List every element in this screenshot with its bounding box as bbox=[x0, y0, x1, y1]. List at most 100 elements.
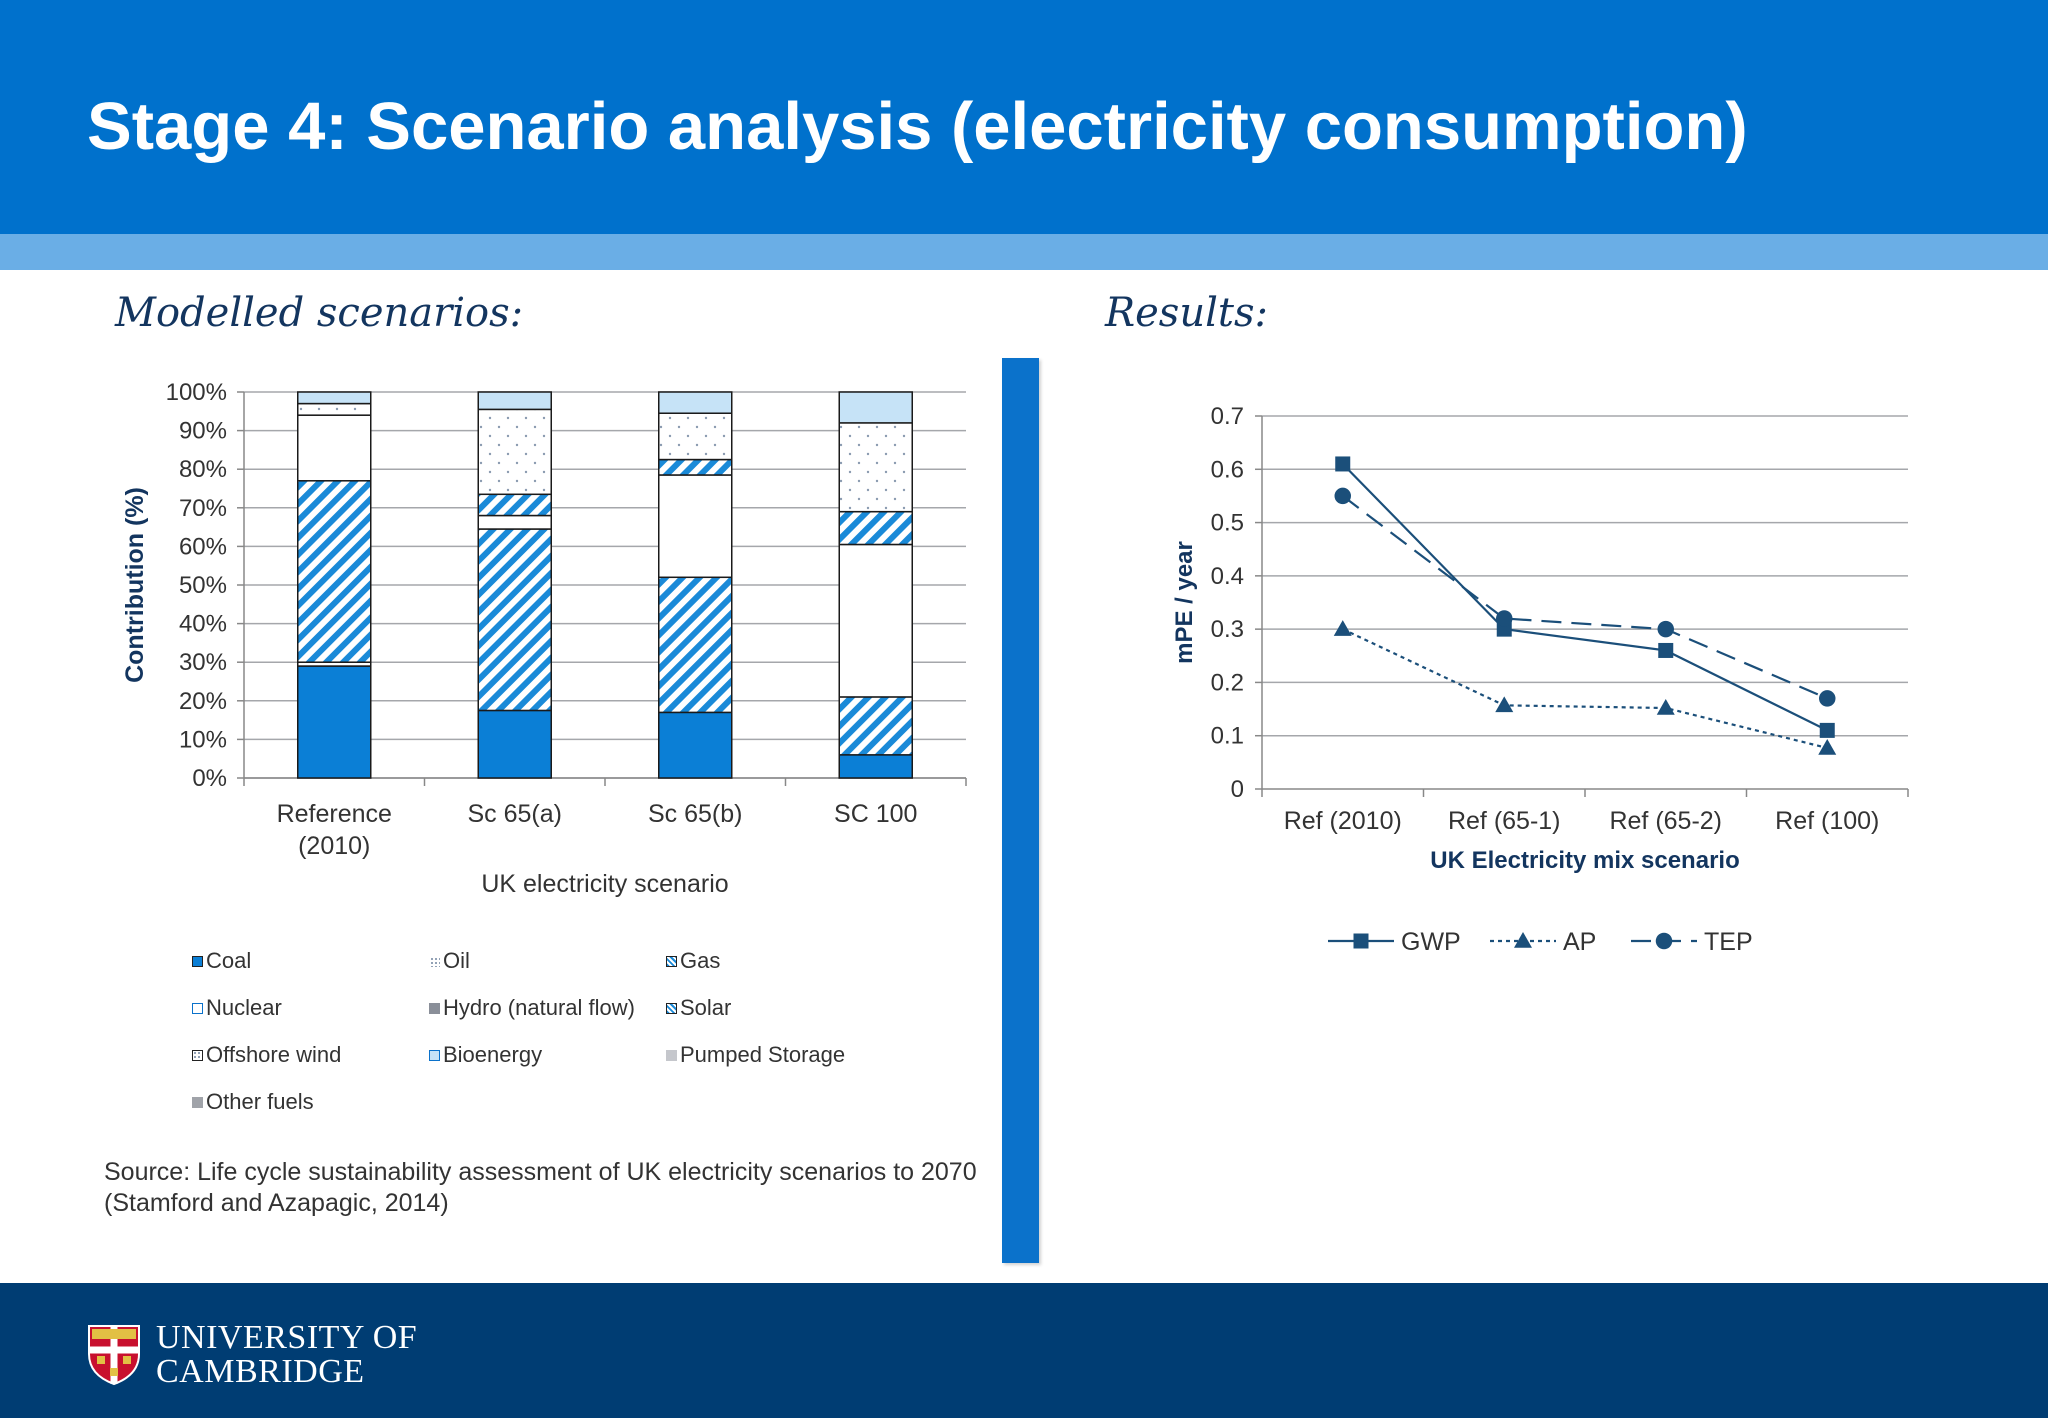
legend-item: Nuclear bbox=[192, 995, 282, 1021]
legend-label-ap: AP bbox=[1563, 928, 1596, 956]
bar-y-tick-label: 20% bbox=[179, 688, 227, 715]
bar-segment-offshore-wind bbox=[658, 412, 733, 461]
vertical-divider bbox=[1002, 358, 1039, 1263]
legend-item: Other fuels bbox=[192, 1089, 314, 1115]
results-heading: Results: bbox=[1105, 290, 1268, 336]
bar-category-label: Sc 65(a) bbox=[468, 800, 562, 828]
gwp-marker bbox=[1819, 722, 1835, 738]
legend-label: Other fuels bbox=[206, 1089, 314, 1114]
bar-segment-coal bbox=[477, 709, 552, 779]
bar-segment-offshore-wind bbox=[477, 408, 552, 496]
bar-y-tick-label: 90% bbox=[179, 418, 227, 445]
tep-marker bbox=[1819, 690, 1836, 707]
legend-swatch bbox=[666, 1002, 677, 1014]
bar-segment-coal bbox=[297, 665, 372, 779]
bar-category-label: SC 100 bbox=[834, 800, 917, 828]
bar-y-tick-label: 50% bbox=[179, 572, 227, 599]
bar-category-label-line2: (2010) bbox=[298, 832, 370, 860]
bar-segment-solar bbox=[838, 510, 913, 546]
line-category-label: Ref (2010) bbox=[1284, 807, 1402, 835]
legend-label: Pumped Storage bbox=[680, 1042, 846, 1067]
cambridge-crest-icon bbox=[88, 1325, 140, 1386]
bar-x-axis-label: UK electricity scenario bbox=[481, 870, 728, 898]
header-banner: Stage 4: Scenario analysis (electricity … bbox=[0, 0, 2048, 234]
line-chart: 0 0.1 0.2 0.3 0.4 0.5 0.6 0.7 Ref (2010) Ref (65-… bbox=[1171, 403, 1909, 956]
bar-segment-coal bbox=[838, 754, 913, 779]
legend-swatch bbox=[192, 1002, 203, 1014]
bar-category-label: Reference bbox=[277, 800, 392, 828]
bar-segment-gas bbox=[477, 528, 552, 712]
gwp-marker bbox=[1335, 456, 1351, 472]
legend-label-tep: TEP bbox=[1704, 928, 1753, 956]
tep-marker bbox=[1657, 620, 1674, 638]
line-y-tick-label: 0.4 bbox=[1211, 563, 1244, 590]
line-category-label: Ref (65-2) bbox=[1609, 807, 1722, 835]
line-y-tick-label: 0.2 bbox=[1211, 669, 1244, 696]
tep-marker bbox=[1655, 932, 1673, 950]
gwp-marker bbox=[1658, 642, 1674, 658]
ap-marker bbox=[1495, 696, 1514, 713]
legend-item: Bioenergy bbox=[429, 1042, 542, 1068]
gwp-marker bbox=[1353, 933, 1369, 949]
bar-y-tick-label: 40% bbox=[179, 611, 227, 638]
legend-swatch bbox=[429, 1049, 440, 1061]
line-y-tick-label: 0 bbox=[1231, 776, 1244, 803]
bar-y-tick-label: 0% bbox=[192, 765, 227, 792]
bar-segment-solar bbox=[477, 493, 552, 517]
bar-segment-gas bbox=[658, 576, 733, 714]
bar-segment-nuclear bbox=[838, 543, 913, 698]
bar-y-axis-label: Contribution (%) bbox=[121, 487, 149, 683]
page-title: Stage 4: Scenario analysis (electricity … bbox=[87, 89, 1748, 164]
legend-item: Hydro (natural flow) bbox=[429, 995, 635, 1021]
bar-y-tick-label: 80% bbox=[179, 456, 227, 483]
legend-swatch bbox=[666, 955, 677, 967]
legend-label-gwp: GWP bbox=[1401, 928, 1461, 956]
legend-item: Oil bbox=[429, 948, 470, 974]
ap-marker bbox=[1333, 620, 1352, 636]
bar-segment-nuclear bbox=[297, 414, 372, 482]
line-y-tick-label: 0.7 bbox=[1211, 403, 1244, 430]
series-line-gwp bbox=[1341, 463, 1828, 732]
legend-label: Oil bbox=[443, 948, 470, 973]
bar-category-label: Sc 65(b) bbox=[648, 800, 742, 828]
legend-label: Bioenergy bbox=[443, 1042, 543, 1067]
modelled-scenarios-heading: Modelled scenarios: bbox=[115, 290, 524, 336]
line-y-tick-label: 0.5 bbox=[1211, 510, 1244, 537]
footer-banner bbox=[0, 1283, 2048, 1418]
bar-segment-bioenergy bbox=[838, 391, 913, 424]
line-y-tick-label: 0.1 bbox=[1211, 723, 1244, 750]
bar-segment-bioenergy bbox=[297, 391, 372, 405]
ap-marker bbox=[1656, 699, 1675, 715]
legend-item: Offshore wind bbox=[192, 1042, 341, 1068]
logo-line-2: CAMBRIDGE bbox=[156, 1353, 365, 1390]
legend-swatch bbox=[192, 1049, 203, 1061]
bar-segment-offshore-wind bbox=[838, 422, 913, 513]
legend-swatch bbox=[429, 1002, 440, 1014]
bar-y-tick-label: 70% bbox=[179, 495, 227, 522]
logo-line-1: UNIVERSITY OF bbox=[156, 1319, 418, 1356]
legend-item: Gas bbox=[666, 948, 720, 974]
stacked-bar-chart: 0% 10% 20% 30% 40% 50% 60% 70% 80% 90% 100% Referen… bbox=[121, 379, 967, 898]
ap-marker bbox=[1818, 738, 1837, 755]
line-y-axis-label: mPE / year bbox=[1171, 541, 1198, 664]
bar-y-tick-label: 100% bbox=[166, 379, 227, 406]
legend-label: Coal bbox=[206, 948, 252, 973]
line-category-label: Ref (65-1) bbox=[1448, 807, 1561, 835]
legend-label: Solar bbox=[680, 995, 732, 1020]
legend-item: Pumped Storage bbox=[666, 1042, 845, 1068]
bar-segment-bioenergy bbox=[477, 391, 552, 411]
legend-swatch bbox=[666, 1049, 677, 1061]
line-category-label: Ref (100) bbox=[1775, 807, 1879, 835]
line-y-tick-label: 0.3 bbox=[1211, 616, 1244, 643]
legend-label: Offshore wind bbox=[206, 1042, 342, 1067]
legend-swatch bbox=[192, 955, 203, 967]
line-y-tick-label: 0.6 bbox=[1211, 456, 1244, 483]
bar-segment-coal bbox=[658, 711, 733, 779]
legend-label: Hydro (natural flow) bbox=[443, 995, 635, 1020]
legend-item: Coal bbox=[192, 948, 251, 974]
line-x-axis-label: UK Electricity mix scenario bbox=[1430, 847, 1739, 874]
legend-item: Solar bbox=[666, 995, 731, 1021]
series-line-ap bbox=[1342, 628, 1828, 750]
university-logo: UNIVERSITY OF CAMBRIDGE bbox=[87, 1321, 417, 1389]
tep-marker bbox=[1334, 487, 1351, 505]
